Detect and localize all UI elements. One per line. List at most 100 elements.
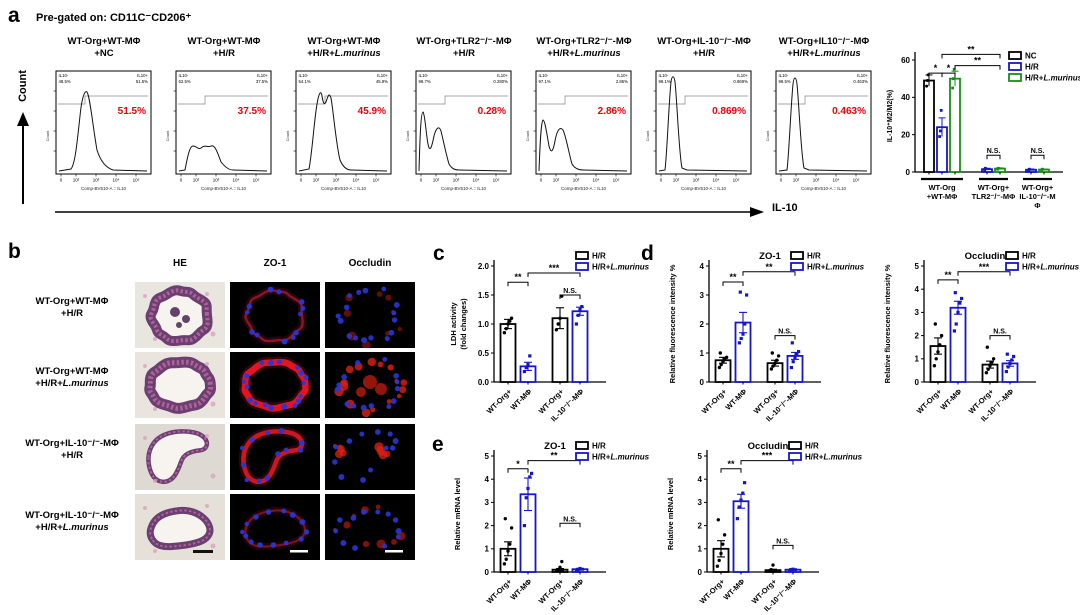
flow-xtick: 10²: [73, 178, 80, 183]
flow-xtick: 10³: [93, 178, 100, 183]
micro-image-r0-czo1: [230, 282, 320, 348]
row-label-1-line1: WT-Org+WT-MΦ: [35, 366, 109, 377]
ytick-label: 0: [915, 378, 920, 387]
main-percentage: 37.5%: [238, 106, 266, 117]
legend-label-plain: H/R: [592, 252, 606, 261]
sig-label: *: [516, 459, 520, 469]
legend-label: H/R: [805, 442, 819, 451]
legend-label-plain: H/R+: [1025, 74, 1044, 83]
ytick-label: 5: [698, 452, 703, 461]
legend-swatch: [575, 441, 589, 450]
flow-xtick: 10⁴: [473, 178, 480, 183]
gate-neg-label: IL10-: [539, 73, 549, 78]
legend-label: H/R: [592, 252, 606, 261]
x-category-label: WT-MΦ: [939, 387, 964, 412]
chart-zo1-fluorescence: 0 1 2 3 4 Relative fluorescence intensity % ZO…: [668, 251, 865, 423]
ytick-label: 5: [915, 262, 920, 271]
main-percentage: 0.869%: [712, 106, 746, 117]
flow-xaxis-label: Comp-BV510-A :: IL10: [681, 186, 727, 191]
chart-occludin-fluorescence: 0 1 2 3 4 5 Relative fluorescence intensity % O…: [883, 251, 1080, 423]
histogram-curve: [298, 92, 388, 172]
flow-title-line2: +H/R: [693, 48, 715, 60]
flow-plot-5: WT-Org+IL-10⁻/⁻-MΦ +H/R IL10- 99.1% IL10+ 0.8…: [645, 36, 763, 196]
legend-label-plain: H/R: [592, 442, 606, 451]
sig-label: *: [947, 63, 951, 73]
flow-title-line2: +H/R+: [787, 48, 815, 60]
flow-count-label: Count: [45, 130, 50, 142]
flow-xtick: 10⁴: [233, 178, 240, 183]
legend-swatch: [1005, 262, 1019, 271]
row-label-0-line1: WT-Org+WT-MΦ: [35, 296, 109, 307]
flow-title-line1: WT-Org+WT-MΦ: [307, 36, 381, 47]
y-axis-label: Relative mRNA level: [453, 478, 462, 550]
chart-ldh: 0.0 0.5 1.0 1.5 2.0 LDH activity (fold changes…: [449, 251, 650, 423]
flow-xaxis-label: Comp-BV510-A :: IL10: [321, 186, 367, 191]
flow-title-italic: L.murinus: [574, 48, 621, 60]
y-axis-label: Relative fluorescence intensity %: [883, 264, 892, 383]
gate-neg-pct: 99.5%: [779, 79, 791, 84]
legend-label-italic: L.murinus: [610, 453, 649, 462]
gate-pos-pct: 0.463%: [853, 79, 868, 84]
gate-pos-label: IL10+: [857, 73, 868, 78]
legend-label: H/R: [1025, 63, 1039, 72]
flow-xtick: 0: [300, 178, 303, 183]
sig-label: ***: [549, 263, 560, 273]
col-header-he: HE: [173, 258, 187, 269]
sig-label: ***: [979, 262, 990, 272]
micro-image-r0-che: [135, 282, 225, 348]
micro-image-r1-czo1: [230, 352, 320, 418]
group-label: WT-Org+: [978, 183, 1010, 192]
legend-label-plain: H/R+: [807, 263, 826, 272]
ytick-label: 2: [915, 331, 920, 340]
panel-d-letter: d: [641, 242, 654, 265]
flow-xtick: 10⁵: [253, 178, 260, 183]
flow-xaxis-label: Comp-BV510-A :: IL10: [801, 186, 847, 191]
flow-xtick: 10⁴: [593, 178, 600, 183]
flow-xtick: 10²: [313, 178, 320, 183]
group-label: +WT-MΦ: [927, 192, 958, 201]
ytick-label: 3: [700, 291, 705, 300]
flow-title-line2: +H/R+: [547, 48, 575, 60]
flow-xtick: 10³: [813, 178, 820, 183]
main-percentage: 45.9%: [358, 106, 386, 117]
gate-neg-label: IL10-: [179, 73, 189, 78]
ytick-label: 0: [485, 568, 490, 577]
count-axis-label: Count: [17, 70, 29, 102]
legend-swatch: [788, 452, 802, 461]
legend-label-plain: H/R: [1022, 252, 1036, 261]
ytick-label: 0: [698, 568, 703, 577]
gate-pos-label: IL10+: [617, 73, 628, 78]
gate-neg-label: IL10-: [419, 73, 429, 78]
legend-swatch: [790, 251, 804, 260]
histogram-curve: [58, 91, 148, 172]
flow-xtick: 10²: [193, 178, 200, 183]
ytick-label: 0: [700, 378, 705, 387]
x-category-label: WT-MΦ: [722, 577, 747, 602]
flow-xtick: 10⁵: [733, 178, 740, 183]
ytick-label: 2: [700, 320, 705, 329]
legend-label: H/R+L.murinus: [1025, 74, 1080, 83]
sig-label: N.S.: [776, 538, 790, 545]
legend-label: H/R+L.murinus: [807, 263, 865, 272]
group-label: WT-Org+: [1022, 183, 1054, 192]
flow-plot-3: WT-Org+TLR2⁻/⁻-MΦ +H/R IL10- 99.7% IL10+ 0.28…: [405, 36, 523, 196]
histogram-curve: [658, 76, 748, 172]
y-axis-label: Relative fluorescence intensity %: [668, 264, 677, 383]
gate-neg-pct: 48.5%: [59, 79, 71, 84]
flow-xtick: 10²: [673, 178, 680, 183]
gate-neg-label: IL10-: [659, 73, 669, 78]
flow-plot-title: WT-Org+IL10⁻/⁻-MΦ +H/R+L.murinus: [765, 36, 883, 66]
sig-label: **: [967, 44, 975, 54]
flow-title-line1: WT-Org+TLR2⁻/⁻-MΦ: [536, 36, 632, 47]
scale-bar: [385, 550, 403, 553]
flow-count-label: Count: [285, 130, 290, 142]
row-label-0-line2: +H/R: [61, 308, 83, 320]
legend-label: H/R+L.murinus: [1022, 263, 1080, 272]
legend-label: H/R+L.murinus: [592, 263, 650, 272]
sig-label: **: [550, 451, 558, 461]
legend-swatch: [575, 251, 589, 260]
